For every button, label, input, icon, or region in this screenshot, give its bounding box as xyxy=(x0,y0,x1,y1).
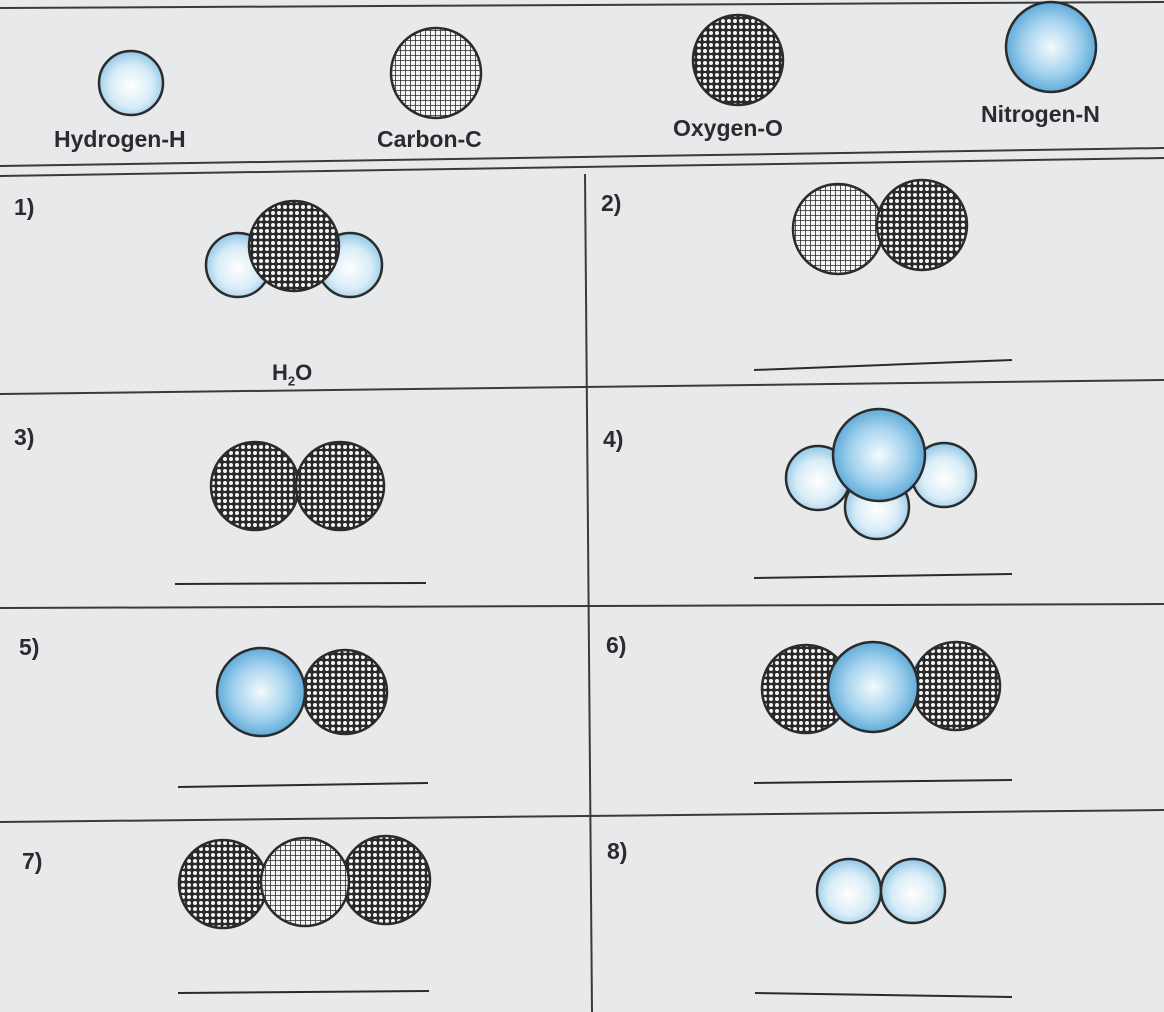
row-divider-3 xyxy=(0,809,1164,823)
answer-blank-2 xyxy=(753,359,1013,371)
answer-1-formula: H2O xyxy=(272,360,312,388)
cell-number-3: 3) xyxy=(14,424,35,450)
column-divider xyxy=(584,173,593,1012)
molecule-7 xyxy=(177,834,432,930)
table-top-border xyxy=(0,157,1164,177)
cell-number-5: 5) xyxy=(19,634,40,660)
molecule-1 xyxy=(204,199,384,299)
cell-number-8: 8) xyxy=(607,838,628,864)
cell-number-2: 2) xyxy=(601,190,622,216)
carbon-atom-icon xyxy=(389,26,483,120)
row-divider-1 xyxy=(0,379,1164,395)
cell-number-6: 6) xyxy=(606,632,627,658)
legend-nitrogen-label: Nitrogen-N xyxy=(981,101,1100,127)
oxygen-atom-icon xyxy=(691,13,785,107)
answer-blank-8 xyxy=(754,992,1013,998)
legend-carbon-label: Carbon-C xyxy=(377,126,482,152)
hydrogen-atom-icon xyxy=(97,49,165,117)
answer-blank-4 xyxy=(753,573,1013,579)
answer-blank-5 xyxy=(177,782,429,788)
cell-number-1: 1) xyxy=(14,194,35,220)
answer-blank-6 xyxy=(753,779,1013,784)
answer-blanks xyxy=(174,359,1013,998)
molecule-4 xyxy=(784,407,978,541)
cell-number-4: 4) xyxy=(603,426,624,452)
legend-oxygen-label: Oxygen-O xyxy=(673,115,783,141)
molecule-3 xyxy=(209,440,386,532)
legend-hydrogen-label: Hydrogen-H xyxy=(54,126,186,152)
formula-subscript: 2 xyxy=(287,373,296,389)
nitrogen-atom-icon xyxy=(1004,0,1098,94)
row-divider-2 xyxy=(0,603,1164,609)
molecule-8 xyxy=(815,857,947,925)
answer-blank-3 xyxy=(174,582,427,585)
molecule-6 xyxy=(760,640,1002,735)
legend-divider xyxy=(0,147,1164,167)
formula-tail: O xyxy=(295,360,313,385)
top-rule xyxy=(0,1,1164,9)
formula-base: H xyxy=(272,360,288,385)
answer-blank-7 xyxy=(177,990,430,994)
molecule-5 xyxy=(215,646,389,738)
cell-number-7: 7) xyxy=(22,848,43,874)
molecule-2 xyxy=(791,178,969,276)
legend-atoms xyxy=(97,0,1098,120)
